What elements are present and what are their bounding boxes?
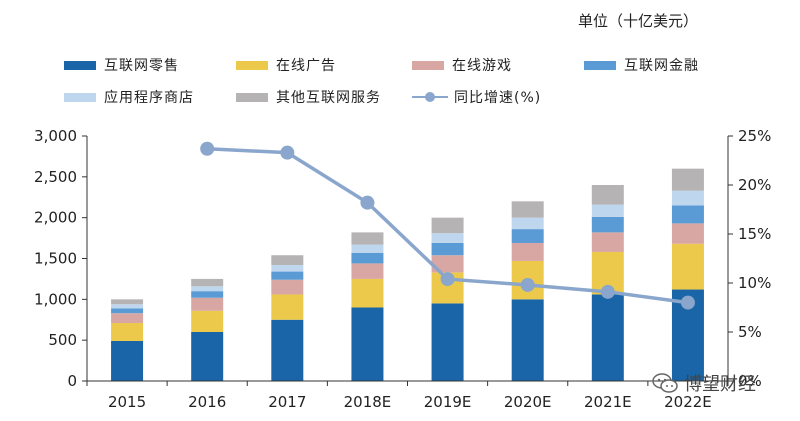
legend-item-growth: 同比增速(%) [412,87,541,107]
wechat-icon [652,373,678,393]
bar-appstore-2016 [191,286,224,292]
legend-label-retail: 互联网零售 [104,58,179,74]
bar-games-2021E [591,232,624,252]
bar-fintech-2015 [111,308,144,314]
watermark: 博望财经 [652,370,756,396]
bar-appstore-2017 [271,265,304,272]
growth-point-5 [600,284,615,299]
y-right-tick-label: 25% [738,127,771,145]
bar-games-2019E [431,255,464,273]
bar-retail-2021E [591,294,624,381]
bar-ads-2016 [191,310,224,332]
bar-appstore-2018E [351,244,384,253]
bar-fintech-2019E [431,242,464,256]
bar-retail-2016 [191,332,224,381]
bar-ads-2017 [271,294,304,320]
legend-swatch-ads [236,60,268,70]
legend-item-appstore: 应用程序商店 [64,87,194,107]
bar-other-2022E [671,168,704,191]
bar-other-2021E [591,185,624,205]
legend-swatch-appstore [64,92,96,102]
bar-ads-2018E [351,278,384,308]
bar-appstore-2019E [431,233,464,243]
bar-other-2019E [431,217,464,234]
growth-point-3 [440,272,455,287]
bar-other-2017 [271,255,304,266]
legend-swatch-fintech [584,60,616,70]
legend-line-marker [425,92,435,102]
legend-label-fintech: 互联网金融 [624,58,699,74]
legend-item-other: 其他互联网服务 [236,87,381,107]
y-left-tick-label: 0 [67,372,77,390]
bar-ads-2015 [111,323,144,341]
legend-label-ads: 在线广告 [276,58,336,74]
legend-swatch-other [236,92,268,102]
legend-item-fintech: 互联网金融 [584,55,699,75]
y-right-tick-label: 20% [738,176,771,194]
y-right-tick-label: 10% [738,274,771,292]
legend-line-growth [412,92,448,102]
unit-label: 单位（十亿美元） [578,12,699,30]
x-tick-label: 2018E [344,393,392,411]
bar-games-2017 [271,279,304,295]
bar-games-2018E [351,263,384,279]
bar-retail-2020E [511,299,544,381]
bar-retail-2018E [351,307,384,381]
y-right-tick-label: 0% [738,372,762,390]
bar-other-2020E [511,201,544,218]
bar-games-2022E [671,223,704,244]
y-right-tick-label: 5% [738,323,762,341]
bar-fintech-2016 [191,291,224,298]
legend-swatch-retail [64,60,96,70]
bar-retail-2015 [111,340,144,381]
bar-ads-2022E [671,243,704,290]
x-tick-label: 2022E [664,393,712,411]
growth-point-4 [520,277,535,292]
bar-appstore-2022E [671,190,704,206]
bar-fintech-2017 [271,271,304,280]
bar-other-2015 [111,299,144,305]
x-tick-label: 2017 [268,393,306,411]
y-left-tick-label: 500 [48,331,77,349]
legend-swatch-games [412,60,444,70]
y-left-tick-label: 2,000 [34,209,77,227]
legend-label-growth: 同比增速(%) [454,90,542,106]
bar-other-2016 [191,278,224,287]
watermark-text: 博望财经 [684,374,756,395]
bar-retail-2019E [431,303,464,381]
bar-appstore-2021E [591,204,624,217]
x-tick-label: 2015 [108,393,146,411]
x-tick-label: 2021E [584,393,632,411]
bar-games-2015 [111,313,144,324]
legend-item-ads: 在线广告 [236,55,336,75]
y-left-tick-label: 2,500 [34,168,77,186]
y-right-tick-label: 15% [738,225,771,243]
legend-label-games: 在线游戏 [452,58,512,74]
bar-fintech-2021E [591,216,624,233]
bar-fintech-2018E [351,252,384,264]
bar-fintech-2020E [511,229,544,243]
bar-retail-2017 [271,319,304,381]
y-left-tick-label: 1,000 [34,290,77,308]
legend-label-appstore: 应用程序商店 [104,90,194,106]
bar-appstore-2020E [511,217,544,230]
y-left-tick-label: 3,000 [34,127,77,145]
bar-other-2018E [351,232,384,245]
x-tick-label: 2019E [424,393,472,411]
x-tick-label: 2020E [504,393,552,411]
x-tick-label: 2016 [188,393,226,411]
bar-games-2020E [511,242,544,261]
growth-point-6 [680,295,695,310]
growth-point-1 [280,145,295,160]
legend-label-other: 其他互联网服务 [276,90,381,106]
legend-item-retail: 互联网零售 [64,55,179,75]
growth-point-2 [360,195,375,210]
bar-appstore-2015 [111,304,144,309]
y-left-tick-label: 1,500 [34,250,77,268]
bar-fintech-2022E [671,205,704,224]
legend-item-games: 在线游戏 [412,55,512,75]
growth-point-0 [200,141,215,156]
bar-games-2016 [191,297,224,311]
